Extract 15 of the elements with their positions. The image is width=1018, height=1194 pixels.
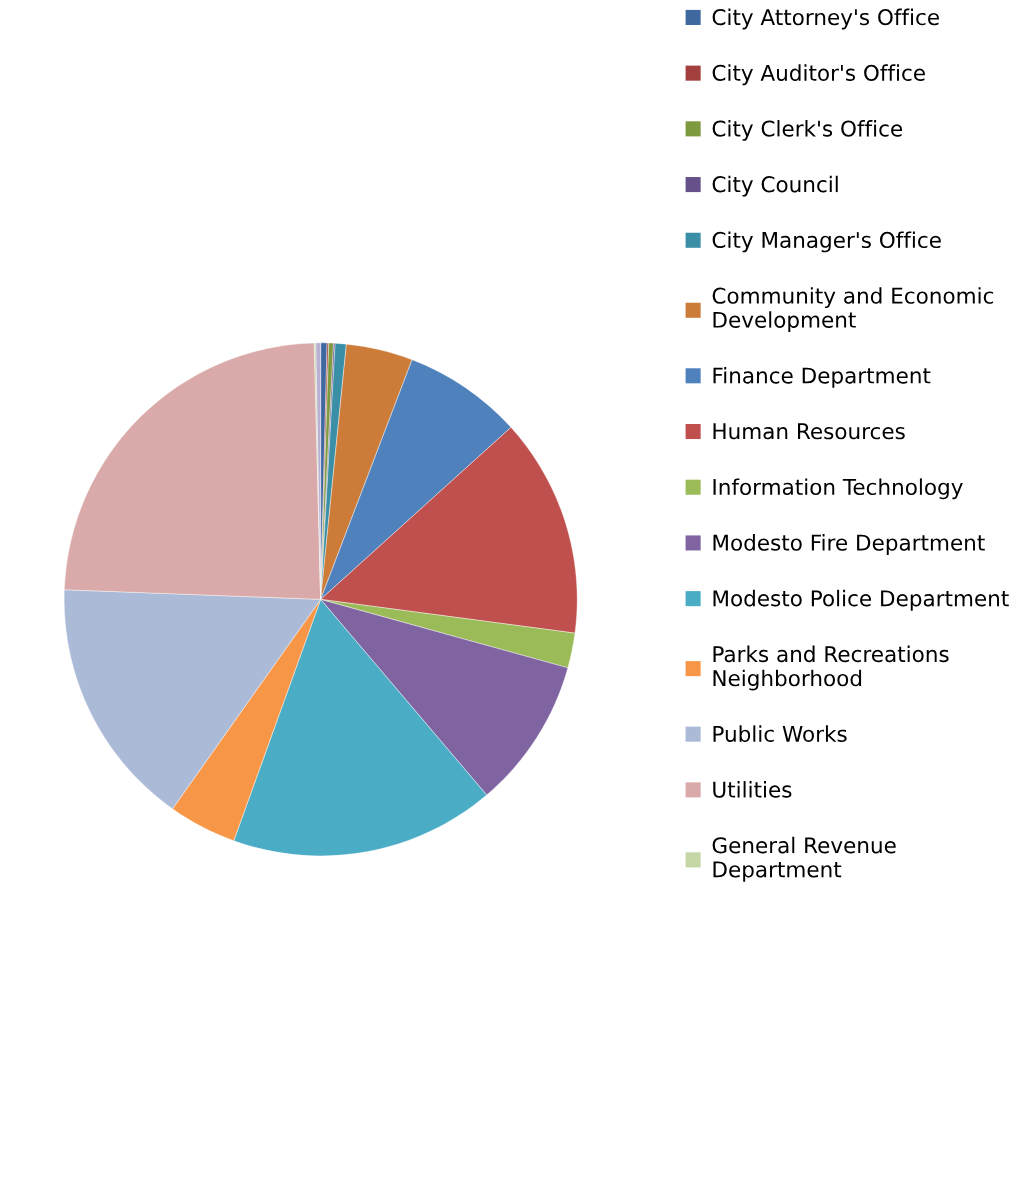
legend-label: City Council — [712, 175, 838, 197]
legend-label: Public Works — [713, 725, 847, 743]
legend-label: Modesto Fire Department — [713, 534, 985, 555]
legend-label: City Attorney's Office — [712, 8, 939, 30]
legend-label: City Clerk's Office — [712, 120, 903, 141]
legend-label: Parks and Recreations Neighborhood — [713, 645, 949, 691]
legend-label: Community and Economic Development — [712, 287, 994, 333]
legend-label: General Revenue Department — [712, 836, 896, 882]
legend-label: Modesto Police Department — [713, 589, 1009, 611]
legend-label: Information Technology — [713, 478, 963, 500]
legend-label: Utilities — [713, 781, 792, 798]
legend-label: Finance Department — [713, 366, 931, 388]
legend-label: City Manager's Office — [712, 231, 941, 253]
legend-label: Human Resources — [713, 423, 905, 440]
legend-label: City Auditor's Office — [712, 64, 925, 86]
